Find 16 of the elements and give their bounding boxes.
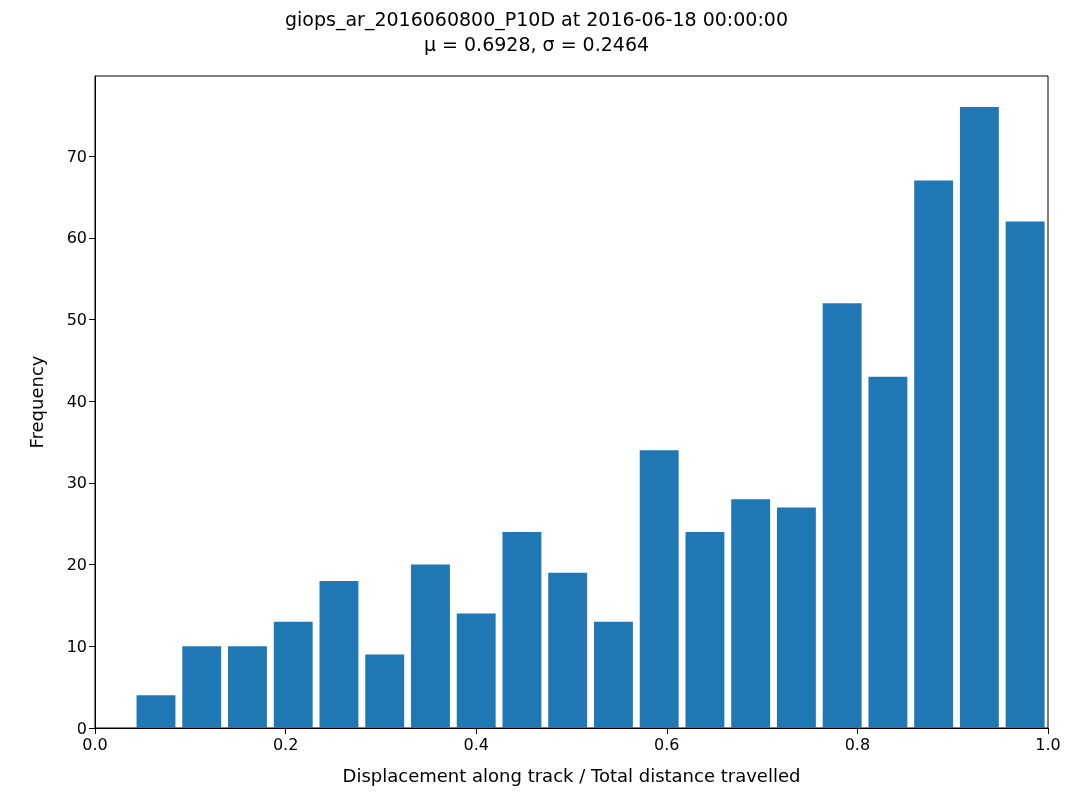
y-tick-label: 20 bbox=[66, 555, 87, 575]
x-tick-label: 0.2 bbox=[272, 734, 299, 754]
y-tick-label: 40 bbox=[66, 391, 87, 411]
chart-subtitle: μ = 0.6928, σ = 0.2464 bbox=[423, 32, 650, 55]
x-tick-label: 1.0 bbox=[1035, 734, 1061, 754]
x-tick-label: 0.6 bbox=[654, 734, 680, 754]
y-tick-label: 70 bbox=[66, 146, 87, 166]
y-axis-title: Frequency bbox=[25, 355, 47, 449]
chart-title: giops_ar_2016060800_P10D at 2016-06-18 00:00:00 bbox=[285, 7, 788, 31]
y-tick-label: 60 bbox=[66, 228, 87, 248]
y-tick-label: 50 bbox=[66, 309, 87, 329]
x-tick-label: 0.8 bbox=[844, 734, 871, 754]
y-tick-label: 30 bbox=[66, 473, 87, 493]
x-tick-label: 0.4 bbox=[463, 734, 489, 754]
x-axis-title: Displacement along track / Total distance travelled bbox=[342, 764, 801, 786]
y-tick-label: 10 bbox=[66, 636, 87, 656]
